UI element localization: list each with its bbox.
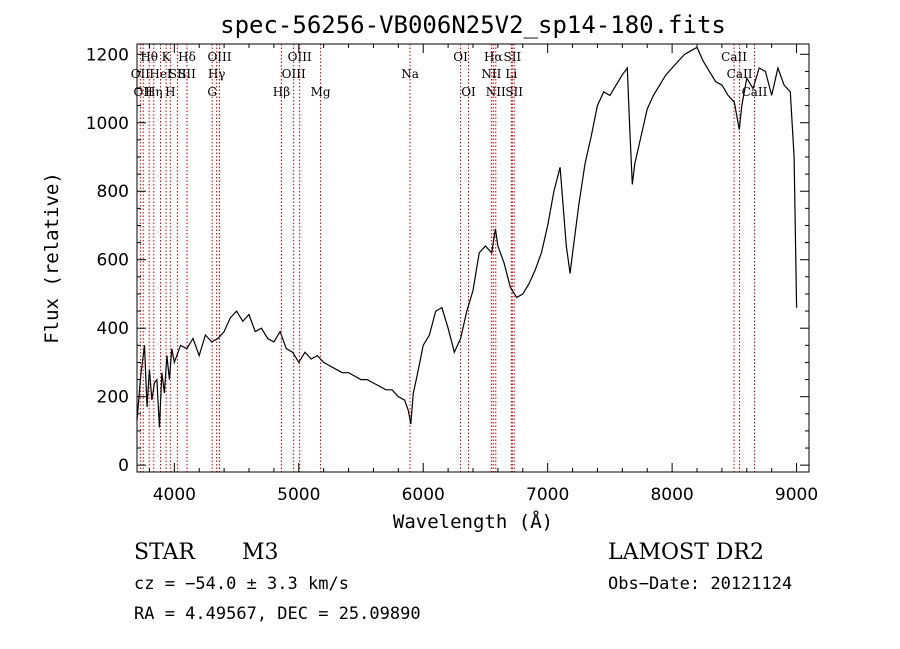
plot-frame [136,43,810,473]
redshift-value: cz = −54.0 ± 3.3 km/s [134,574,349,594]
x-axis-label: Wavelength (Å) [393,510,553,533]
marker-label: Mg [311,85,331,99]
spectrum-chart: spec-56256-VB006N25V2_sp14-180.fits OII O… [41,11,818,533]
y-tick-label: 600 [97,251,129,271]
marker-label: OII [131,67,151,81]
spectrum-line [136,46,798,428]
emission-line-labels: OIIOIIHθHηHeIKHSIIHδSIIGHγOIIIHβOIIIOIII… [131,50,768,99]
marker-label: SII [503,50,521,64]
x-axis: 4000 5000 6000 7000 8000 9000 [148,44,818,505]
marker-label: Hγ [208,67,226,81]
marker-label: Hδ [178,50,196,64]
marker-label: HeI [149,67,172,81]
x-tick-label: 9000 [775,485,818,505]
marker-label: H [165,85,175,99]
x-tick-label: 5000 [277,485,320,505]
marker-label: NII [481,67,501,81]
observation-date: Obs−Date: 20121124 [608,574,793,594]
marker-label: CaII [727,67,753,81]
marker-label: Na [401,67,419,81]
marker-label: CaII [721,50,747,64]
x-tick-label: 6000 [402,485,445,505]
object-subclass: M3 [242,540,279,565]
chart-title: spec-56256-VB006N25V2_sp14-180.fits [220,11,726,39]
marker-label: OIII [282,67,306,81]
marker-label: Hθ [140,50,158,64]
marker-label: G [207,85,217,99]
x-tick-label: 7000 [526,485,569,505]
y-tick-label: 0 [118,456,129,476]
object-class: STAR [134,540,195,565]
y-axis: 0 200 400 600 800 1000 1200 [86,45,809,476]
marker-label: Hη [145,85,163,99]
x-tick-label: 4000 [153,485,196,505]
marker-label: SII [178,67,196,81]
marker-label: SII [169,67,187,81]
marker-label: OIII [207,50,231,64]
x-tick-label: 8000 [650,485,693,505]
marker-label: NII [486,85,506,99]
marker-label: OI [461,85,476,99]
y-tick-label: 1200 [86,45,129,65]
y-tick-label: 400 [97,319,129,339]
marker-label: Hα [484,50,503,64]
marker-label: SII [505,85,523,99]
marker-label: Hβ [273,85,290,99]
y-tick-label: 800 [97,182,129,202]
marker-label: OI [453,50,468,64]
marker-label: OIII [288,50,312,64]
survey-name: LAMOST DR2 [608,540,764,565]
coordinates: RA = 4.49567, DEC = 25.09890 [134,604,421,624]
marker-label: CaII [742,85,768,99]
y-axis-label: Flux (relative) [41,172,63,344]
y-tick-label: 200 [97,388,129,408]
marker-label: K [162,50,172,64]
marker-label: Li [505,67,517,81]
y-tick-label: 1000 [86,114,129,134]
emission-line-markers [139,44,755,472]
